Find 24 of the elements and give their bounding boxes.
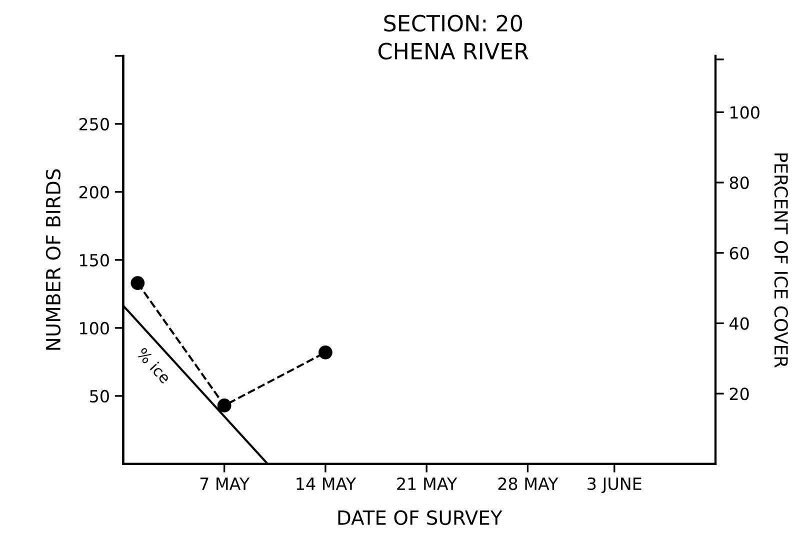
point	[318, 345, 332, 360]
x-axis-title: DATE OF SURVEY	[338, 510, 502, 526]
text: % ice	[136, 346, 172, 384]
y2-tick-label: 80	[730, 176, 749, 190]
point	[130, 276, 145, 290]
y-axis-title: NUMBER OF BIRDS	[46, 169, 61, 350]
y2-tick-label: 60	[730, 246, 749, 260]
x-tick-label: 14 MAY	[296, 478, 356, 490]
chart-subtitle: CHENA RIVER	[378, 42, 528, 60]
y-tick-label: 50	[90, 390, 109, 403]
y-tick-label: 250	[79, 118, 109, 130]
x-tick-label: 7 MAY	[200, 478, 250, 490]
y2-tick-label: 100	[730, 106, 760, 119]
y-tick-label: 100	[80, 322, 109, 335]
y-tick-label: 200	[79, 186, 109, 198]
chart-title: SECTION: 20	[384, 14, 522, 32]
y-tick-label: 150	[80, 254, 109, 267]
x-tick-label: 3 JUNE	[588, 477, 642, 494]
y2-tick-label: 20	[730, 388, 749, 400]
x-tick-label: 21 MAY	[397, 477, 458, 490]
y2-tick-label: 40	[730, 317, 749, 330]
point	[217, 398, 232, 412]
y2-axis-title: PERCENT OF ICE COVER	[774, 153, 788, 368]
x-tick-label: 28 MAY	[498, 477, 558, 490]
